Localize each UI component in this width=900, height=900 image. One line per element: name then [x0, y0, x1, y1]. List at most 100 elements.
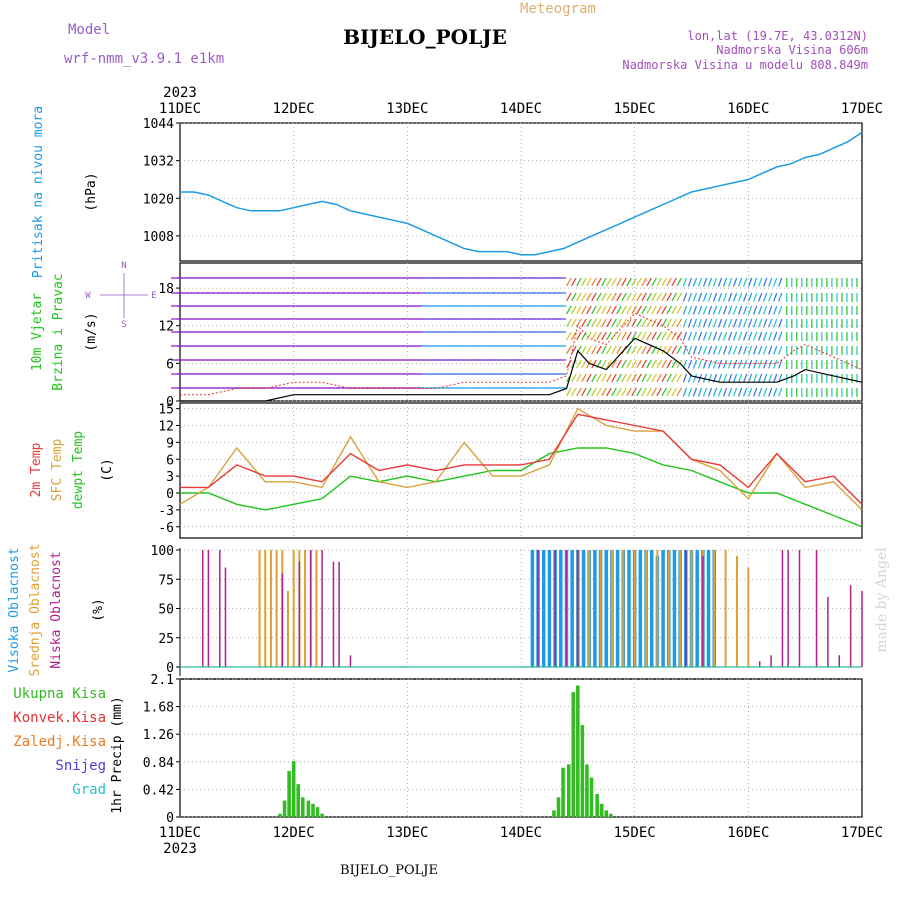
wind-arrow [671, 305, 677, 315]
wind-arrow [743, 345, 748, 355]
x-tick-bottom-label: 12DEC [273, 825, 315, 841]
wind-arrow [616, 305, 622, 315]
wind-arrow [591, 359, 597, 369]
cloud-bar [622, 550, 625, 667]
wind-arrow [636, 387, 642, 397]
wind-arrow [758, 373, 763, 383]
precip-y-ticks: 0 0.42 0.84 1.26 1.68 2.1 [143, 673, 180, 826]
wind-arrow [753, 292, 758, 302]
wind-arrow [727, 292, 733, 302]
wind-arrow [692, 305, 698, 315]
wind-arrow [651, 305, 657, 315]
cloud-bar [615, 550, 620, 667]
wind-arrow [606, 292, 612, 302]
wind-arrow [712, 359, 718, 369]
x-tick-top-label: 17DEC [841, 101, 883, 117]
wind-arrow [712, 331, 718, 341]
cloud-bar [770, 655, 772, 667]
wind-arrow [641, 292, 647, 302]
cloud-bar [304, 550, 307, 667]
wind-arrow [687, 331, 693, 341]
model-label: Model [68, 22, 110, 38]
x-tick-top-label: 15DEC [614, 101, 656, 117]
wind-arrow [616, 318, 622, 328]
wind-arrow [581, 305, 587, 315]
cloud-bar [861, 590, 863, 667]
precip-ylabel-text: 1hr Precip [110, 735, 125, 813]
wind-arrow [651, 359, 657, 369]
wind-arrow [656, 359, 662, 369]
wind-arrow [631, 292, 637, 302]
wind-arrow [676, 387, 682, 397]
wind-arrow [738, 292, 743, 302]
wind-arrow [636, 345, 642, 355]
wind-arrow [671, 331, 677, 341]
wind-arrow [743, 331, 748, 341]
precip-bar [287, 771, 291, 817]
year-label-bottom: 2023 [163, 841, 197, 857]
wind-arrow [697, 292, 703, 302]
y-tick-label: 0 [166, 487, 174, 502]
wind-arrow [596, 292, 602, 302]
year-label-top: 2023 [163, 85, 197, 101]
wind-arrow [616, 277, 622, 287]
cloud-bar [787, 550, 789, 667]
wind-arrow [576, 359, 582, 369]
wind-arrow [646, 387, 652, 397]
wind-compass: W E N S [85, 261, 156, 330]
y-tick-label: 1032 [143, 155, 174, 170]
wind-arrow [566, 387, 572, 397]
temp-ylabel-1: 2m Temp [29, 442, 44, 497]
wind-arrow [641, 359, 647, 369]
wind-arrow [631, 305, 637, 315]
precip-bar [311, 803, 315, 817]
wind-arrow [758, 277, 763, 287]
precip-bar [552, 810, 556, 817]
wind-arrow [586, 331, 592, 341]
wind-arrow [676, 305, 682, 315]
wind-arrow [722, 305, 728, 315]
wind-arrow [778, 292, 783, 302]
wind-arrow [581, 277, 587, 287]
wind-arrow [753, 305, 758, 315]
wind-arrow [763, 387, 768, 397]
wind-arrow [651, 292, 657, 302]
wind-arrow [596, 331, 602, 341]
clouds-panel: 0 25 50 75 100 Visoka Oblacnost Srednja Obla… [7, 543, 863, 677]
station-lonlat: lon,lat (19.7E, 43.0312N) [687, 29, 868, 43]
wind-arrow [773, 292, 778, 302]
wind-arrow [636, 277, 642, 287]
wind-y-ticks: 0 6 12 18 [158, 282, 180, 410]
wind-arrow [576, 305, 582, 315]
wind-arrow [566, 331, 572, 341]
wind-arrow [717, 387, 723, 397]
wind-arrow [636, 373, 642, 383]
wind-arrow [773, 318, 778, 328]
x-tick-top-label: 14DEC [500, 101, 542, 117]
wind-arrow [606, 345, 612, 355]
wind-arrow [758, 387, 763, 397]
cloud-bar [593, 550, 597, 667]
wind-arrow [586, 292, 592, 302]
wind-arrow [626, 373, 632, 383]
cloud-bar [281, 573, 284, 667]
wind-arrow [671, 277, 677, 287]
wind-arrow [773, 331, 778, 341]
wind-arrow [611, 359, 617, 369]
wind-arrow [732, 345, 738, 355]
y-tick-label: 1020 [143, 192, 174, 207]
wind-arrow [641, 373, 647, 383]
wind-arrow [707, 318, 713, 328]
wind-arrow [763, 292, 768, 302]
precip-legend-entry: Ukupna Kisa [13, 686, 106, 702]
wind-arrow [621, 373, 627, 383]
cloud-bar [570, 550, 574, 667]
wind-arrow [601, 277, 607, 287]
precip-bar [595, 794, 599, 817]
wind-arrow [778, 305, 783, 315]
wind-arrow [591, 387, 597, 397]
wind-arrow [702, 387, 708, 397]
wind-arrow [692, 345, 698, 355]
wind-arrow [571, 331, 577, 341]
wind-arrow [641, 387, 647, 397]
